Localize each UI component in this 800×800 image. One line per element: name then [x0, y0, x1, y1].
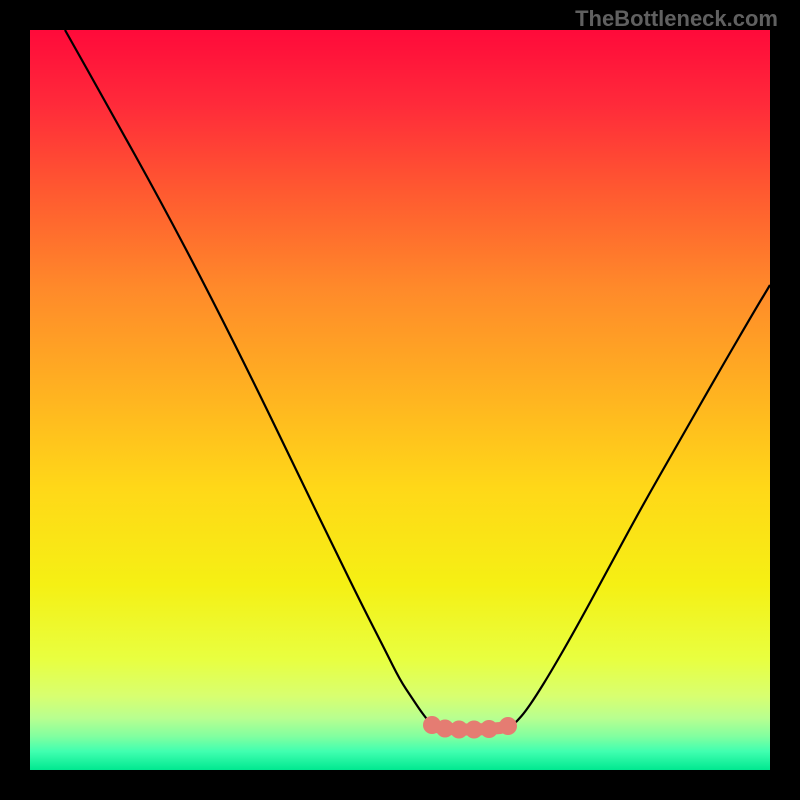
sweet-spot-marker — [423, 716, 517, 739]
chart-overlay-svg — [0, 0, 800, 800]
chart-container: TheBottleneck.com — [0, 0, 800, 800]
bottleneck-curve — [65, 30, 770, 730]
marker-dot — [499, 717, 517, 735]
marker-dot — [480, 720, 498, 738]
watermark-text: TheBottleneck.com — [575, 6, 778, 32]
